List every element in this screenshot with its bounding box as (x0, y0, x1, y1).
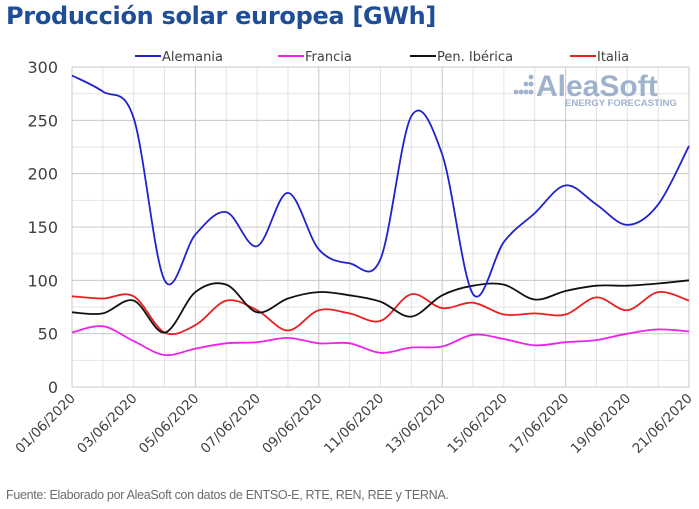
x-axis-ticks: 01/06/202003/06/202005/06/202007/06/2020… (12, 391, 695, 457)
legend-item-italia: Italia (570, 50, 629, 65)
x-tick-label: 05/06/2020 (136, 391, 202, 457)
y-tick-label: 100 (27, 271, 58, 290)
aleasoft-logo-dots-icon (513, 74, 534, 95)
x-tick-label: 11/06/2020 (321, 391, 387, 457)
x-tick-label: 01/06/2020 (12, 391, 78, 457)
x-tick-label: 03/06/2020 (74, 391, 140, 457)
aleasoft-watermark: AleaSoft ENERGY FORECASTING (513, 70, 677, 109)
y-axis-ticks: 0 50 100 150 200 250 300 (27, 58, 58, 397)
legend-item-pen-iberica: Pen. Ibérica (410, 50, 513, 65)
series-line-italia (71, 291, 690, 336)
legend-item-alemania: Alemania (135, 50, 223, 65)
legend-label: Pen. Ibérica (437, 50, 513, 65)
y-tick-label: 150 (27, 218, 58, 237)
legend-label: Alemania (162, 50, 223, 65)
x-tick-label: 17/06/2020 (506, 391, 572, 457)
legend-label: Francia (305, 50, 352, 65)
x-tick-label: 09/06/2020 (259, 391, 325, 457)
y-tick-label: 300 (27, 58, 58, 77)
legend: Alemania Francia Pen. Ibérica Italia (135, 50, 629, 65)
legend-label: Italia (597, 50, 629, 65)
chart-title: Producción solar europea [GWh] (6, 2, 437, 30)
legend-item-francia: Francia (278, 50, 352, 65)
series-lines (71, 74, 690, 357)
series-line-alemania (71, 74, 690, 298)
y-tick-label: 0 (48, 378, 58, 397)
x-tick-label: 15/06/2020 (444, 391, 510, 457)
series-line-pen-iberica (71, 279, 690, 334)
y-tick-label: 250 (27, 111, 58, 130)
watermark-tagline: ENERGY FORECASTING (565, 98, 677, 109)
y-tick-label: 50 (38, 325, 58, 344)
source-footnote: Fuente: Elaborado por AleaSoft con datos… (6, 488, 449, 502)
series-line-francia (71, 325, 690, 357)
x-tick-label: 21/06/2020 (629, 391, 695, 457)
x-tick-label: 19/06/2020 (568, 391, 634, 457)
watermark-brand: AleaSoft (536, 70, 658, 103)
x-tick-label: 13/06/2020 (383, 391, 449, 457)
x-tick-label: 07/06/2020 (198, 391, 264, 457)
y-tick-label: 200 (27, 165, 58, 184)
